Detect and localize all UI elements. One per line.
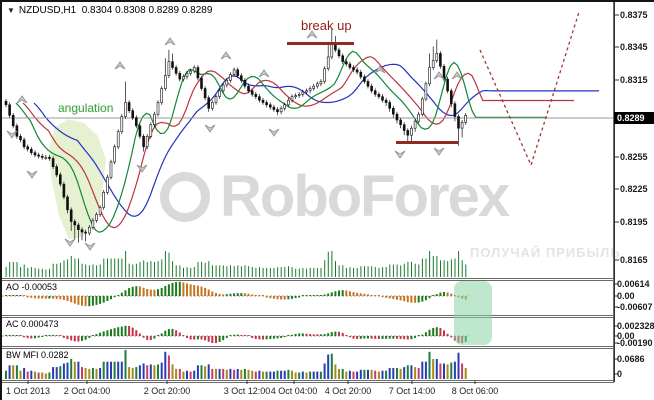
fractal-up-icon [258, 69, 270, 78]
ao-scale-label: 0.00 [617, 291, 635, 301]
highlight-overlay [454, 281, 492, 345]
symbol-period-label: NZDUSD,H1 [18, 5, 77, 16]
ac-scale-label: -0.00190 [617, 338, 653, 348]
collapse-indicators-icon[interactable]: ▼ [7, 6, 15, 15]
time-tick-label: 8 Oct 06:00 [451, 386, 499, 396]
fractal-up-icon [16, 95, 28, 104]
ac-histogram [5, 325, 467, 344]
fractal-up-icon [220, 51, 232, 60]
roboforex-logo-icon [160, 172, 210, 222]
price-tick-label: 0.8195 [620, 217, 648, 227]
fractal-arrows [6, 30, 463, 251]
ao-histogram [5, 281, 467, 307]
break-up-annotation: break up [301, 18, 352, 33]
alligator-teeth-line [22, 56, 574, 229]
fractal-down-icon [136, 164, 148, 173]
fractal-down-icon [204, 124, 216, 133]
time-tick-label: 2 Oct 20:00 [143, 386, 191, 396]
pane-frame [2, 2, 619, 384]
bwmfi-scale-label: 0 [617, 369, 623, 379]
watermark-brand: RoboForex [220, 164, 510, 229]
ohlc-quotes-label: 0.8304 0.8308 0.8289 0.8289 [81, 5, 213, 16]
watermark-slogan: ПОЛУЧАЙ ПРИБЫЛЬ [470, 245, 621, 260]
volume-bars [5, 251, 467, 277]
ao-indicator-label: AO -0.00053 [6, 282, 58, 292]
highlight-zone [454, 281, 492, 345]
angulation-shade [49, 119, 106, 239]
fractal-down-icon [26, 170, 38, 179]
annotation-lines [287, 11, 580, 167]
time-tick-label: 7 Oct 14:00 [388, 386, 436, 396]
fractal-down-icon [84, 242, 96, 251]
price-tick-label: 0.8315 [620, 75, 648, 85]
time-tick-label: 2 Oct 04:00 [63, 386, 111, 396]
fractal-down-icon [433, 147, 445, 156]
watermark: RoboForex [160, 164, 510, 229]
price-tick-label: 0.8345 [620, 42, 648, 52]
forecast-zigzag [479, 11, 580, 167]
fractal-up-icon [306, 30, 318, 39]
fractal-up-icon [164, 37, 176, 46]
fractal-down-icon [64, 238, 76, 247]
price-tick-label: 0.8165 [620, 255, 648, 265]
break-up-line [287, 42, 354, 45]
time-tick-label: 3 Oct 12:00 [223, 386, 271, 396]
price-tick-label: 0.8225 [620, 184, 648, 194]
fractal-up-icon [114, 61, 126, 70]
ac-scale-label: 0.00 [617, 331, 635, 341]
fractal-up-icon [451, 71, 463, 80]
angulation-annotation: angulation [58, 101, 114, 115]
chart-header: ▼ NZDUSD,H1 0.8304 0.8308 0.8289 0.8289 [7, 5, 212, 16]
time-tick-label: 1 Oct 2013 [5, 386, 51, 396]
ac-indicator-label: AC 0.000473 [6, 319, 59, 329]
ao-scale-label: 0.00614 [617, 279, 650, 289]
fractal-up-icon [433, 71, 445, 80]
ao-scale-label: -0.00607 [617, 302, 653, 312]
fractal-down-icon [268, 128, 280, 137]
alligator-jaw-line [33, 63, 599, 217]
current-price-tag: 0.8289 [614, 112, 654, 124]
bwmfi-scale-label: 0.0686 [617, 354, 645, 364]
time-tick-label: 4 Oct 04:00 [270, 386, 318, 396]
fractal-up-icon [374, 65, 386, 74]
ac-scale-label: 0.002328 [617, 321, 654, 331]
price-tick-label: 0.8255 [620, 152, 648, 162]
time-tick-label: 4 Oct 20:00 [324, 386, 372, 396]
bwmfi-indicator-label: BW MFI 0.0282 [6, 350, 69, 360]
price-tick-label: 0.8375 [620, 10, 648, 20]
support-line [396, 141, 458, 144]
bwmfi-histogram [5, 350, 467, 379]
fractal-down-icon [6, 130, 18, 139]
fractal-down-icon [394, 150, 406, 159]
